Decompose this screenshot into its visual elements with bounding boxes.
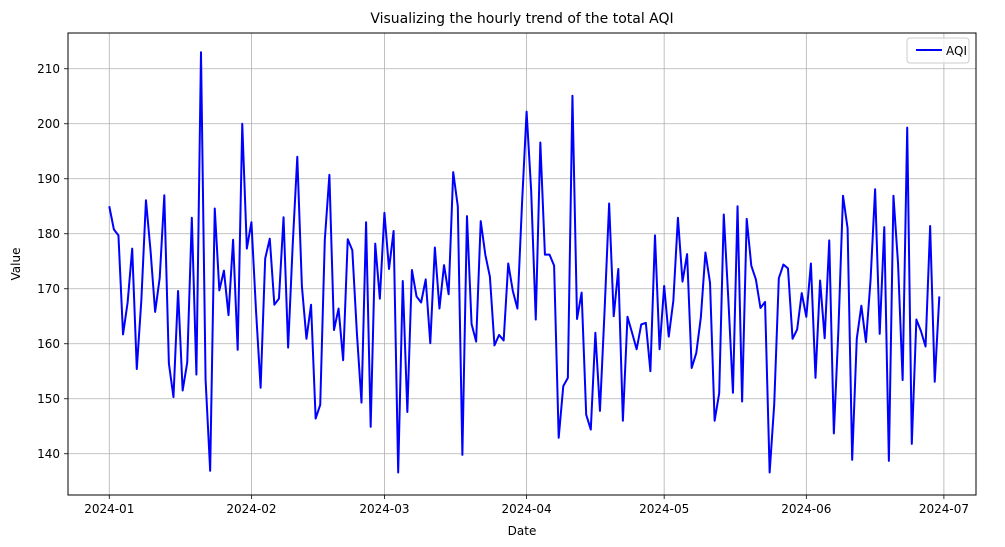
- x-tick-label: 2024-03: [359, 502, 409, 516]
- x-tick-label: 2024-06: [781, 502, 831, 516]
- y-tick-label: 200: [37, 117, 60, 131]
- plot-area-frame: [67, 32, 977, 496]
- x-tick-label: 2024-02: [226, 502, 276, 516]
- legend-label-aqi: AQI: [946, 44, 967, 58]
- y-axis-title: Value: [9, 248, 23, 281]
- y-tick-label: 210: [37, 62, 60, 76]
- x-axis-title: Date: [508, 524, 537, 538]
- y-axis-ticks: 140 150 160 170 180 190 200 210: [37, 62, 68, 461]
- legend: AQI: [906, 37, 970, 64]
- aqi-series-line: [108, 51, 941, 474]
- x-tick-label: 2024-05: [639, 502, 689, 516]
- y-tick-label: 160: [37, 337, 60, 351]
- y-tick-label: 170: [37, 282, 60, 296]
- x-tick-label: 2024-01: [84, 502, 134, 516]
- x-tick-label: 2024-07: [919, 502, 969, 516]
- chart-title: Visualizing the hourly trend of the tota…: [370, 11, 673, 27]
- x-tick-label: 2024-04: [502, 502, 552, 516]
- x-axis-ticks: 2024-01 2024-02 2024-03 2024-04 2024-05 2024-…: [84, 495, 969, 516]
- y-tick-label: 190: [37, 172, 60, 186]
- y-tick-label: 140: [37, 447, 60, 461]
- y-tick-label: 150: [37, 392, 60, 406]
- y-tick-label: 180: [37, 227, 60, 241]
